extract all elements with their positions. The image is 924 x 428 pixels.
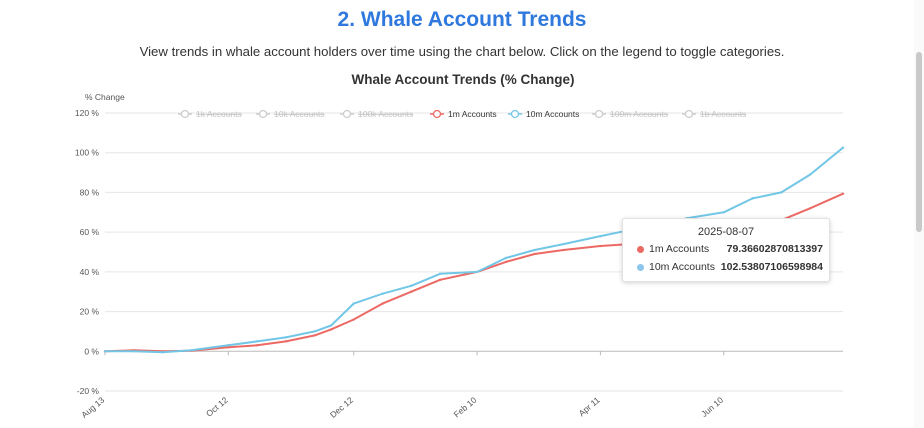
data-point (190, 349, 193, 352)
data-point (313, 334, 316, 337)
legend-marker-icon (432, 109, 442, 119)
data-point (475, 270, 479, 274)
data-point (533, 248, 536, 252)
legend-label: 100m Accounts (610, 109, 668, 119)
chart-legend[interactable]: 1k Accounts 10k Accounts 100k Accounts 1m A… (178, 109, 746, 119)
scrollbar-thumb[interactable] (916, 52, 922, 232)
data-point (132, 350, 135, 353)
data-point (410, 290, 413, 293)
legend-item-1b[interactable]: 1b Accounts (682, 109, 746, 119)
tooltip-value: 79.36602870813397 (726, 243, 823, 255)
y-tick-label: 60 % (80, 227, 100, 237)
data-point (751, 197, 754, 200)
data-point (599, 234, 602, 238)
legend-marker-icon (594, 109, 604, 119)
legend-marker-icon (510, 109, 520, 119)
data-point (227, 346, 230, 349)
data-point (562, 242, 565, 246)
data-point (780, 191, 783, 194)
data-point (808, 207, 812, 210)
data-point (808, 173, 812, 176)
legend-marker-icon (342, 109, 352, 119)
x-tick-label: Feb 10 (452, 395, 479, 420)
legend-item-10m[interactable]: 10m Accounts (508, 109, 579, 119)
data-point (313, 330, 316, 333)
data-point (255, 340, 259, 343)
chart-title: Whale Account Trends (% Change) (351, 72, 574, 87)
series-line-10m (105, 146, 844, 354)
x-tick-label: Oct 12 (204, 395, 230, 419)
y-axis-label: % Change (85, 92, 125, 102)
data-point (329, 328, 333, 331)
tooltip-label: 10m Accounts (649, 261, 715, 273)
y-tick-label: -20 % (77, 386, 100, 396)
legend-item-1k[interactable]: 1k Accounts (178, 109, 242, 119)
legend-label: 10k Accounts (274, 109, 325, 119)
data-point (438, 272, 442, 276)
data-point (722, 211, 725, 214)
data-point (227, 344, 230, 347)
data-point (504, 260, 508, 264)
tooltip-dot-icon (637, 246, 644, 253)
page-scrollbar[interactable] (914, 0, 924, 428)
tooltip-label: 1m Accounts (649, 243, 710, 255)
data-point (841, 192, 845, 195)
tooltip-row-1m: 1m Accounts 79.36602870813397 (633, 243, 823, 257)
y-tick-label: 40 % (80, 267, 100, 277)
tooltip-dot-icon (637, 264, 644, 271)
y-tick-label: 20 % (80, 307, 100, 317)
legend-marker-icon (180, 109, 190, 119)
legend-item-100m[interactable]: 100m Accounts (592, 109, 668, 119)
tooltip-value: 102.53807106598984 (720, 261, 823, 273)
y-tick-label: 80 % (80, 187, 100, 197)
data-point (255, 344, 259, 347)
x-tick-label: Apr 11 (577, 395, 602, 419)
legend-marker-icon (684, 109, 694, 119)
data-point (381, 292, 384, 295)
data-point (381, 302, 384, 305)
data-point (161, 351, 164, 354)
y-tick-label: 0 % (84, 346, 99, 356)
x-tick-label: Jun 10 (699, 395, 725, 419)
chart-tooltip: 2025-08-07 1m Accounts 79.36602870813397… (622, 218, 830, 282)
legend-label: 1m Accounts (448, 109, 497, 119)
data-point (103, 350, 107, 353)
data-point (841, 146, 845, 149)
y-tick-label: 100 % (75, 148, 100, 158)
data-point (599, 244, 602, 248)
tooltip-row-10m: 10m Accounts 102.53807106598984 (633, 261, 823, 275)
y-tick-label: 120 % (75, 108, 100, 118)
data-point (352, 302, 355, 305)
legend-label: 1b Accounts (700, 109, 746, 119)
section-description: View trends in whale account holders ove… (139, 44, 785, 59)
x-tick-label: Aug 13 (79, 395, 106, 420)
data-point (504, 256, 508, 260)
legend-item-10k[interactable]: 10k Accounts (256, 109, 325, 119)
data-point (284, 336, 288, 339)
data-point (352, 318, 355, 321)
legend-item-1m[interactable]: 1m Accounts (430, 109, 497, 119)
tooltip-date: 2025-08-07 (697, 226, 755, 238)
x-tick-label: Dec 12 (328, 395, 355, 420)
data-point (329, 324, 333, 327)
legend-label: 10m Accounts (526, 109, 579, 119)
data-point (284, 340, 288, 343)
data-point (562, 248, 565, 252)
data-point (438, 278, 442, 281)
data-point (410, 284, 413, 287)
legend-marker-icon (258, 109, 268, 119)
section-title: 2. Whale Account Trends (337, 8, 587, 31)
legend-label: 1k Accounts (196, 109, 242, 119)
legend-label: 100k Accounts (358, 109, 413, 119)
legend-item-100k[interactable]: 100k Accounts (340, 109, 413, 119)
data-point (533, 252, 536, 256)
